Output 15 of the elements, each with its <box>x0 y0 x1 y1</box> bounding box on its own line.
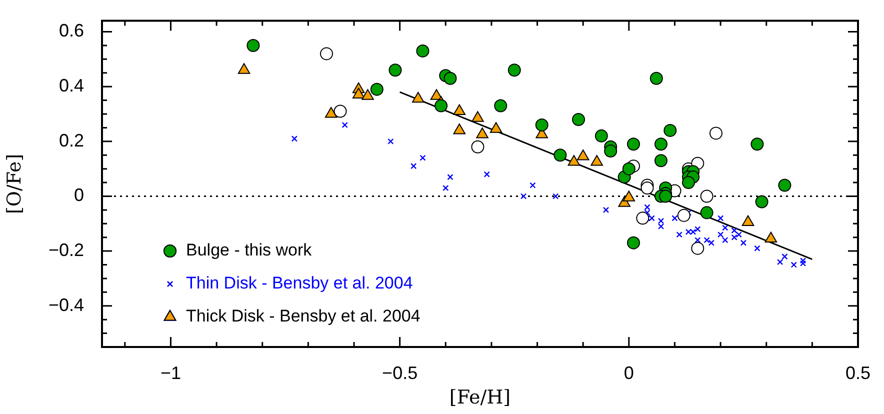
y-tick-label: 0 <box>74 185 84 206</box>
y-tick-label: 0.6 <box>58 20 84 41</box>
y-tick-label: −0.2 <box>48 240 84 260</box>
x-tick-label: −1 <box>160 362 181 383</box>
y-tick-label: −0.4 <box>48 294 84 315</box>
y-axis-title: [O/Fe] <box>3 154 26 214</box>
x-tick-label: 0 <box>624 362 634 383</box>
y-tick-label: 0.4 <box>58 76 84 96</box>
y-tick-label: 0.2 <box>58 130 84 150</box>
legend-label: Bulge - this work <box>186 240 312 260</box>
legend-label: Thin Disk - Bensby et al. 2004 <box>186 274 413 293</box>
legend-label: Thick Disk - Bensby et al. 2004 <box>186 306 420 326</box>
x-tick-label: −0.5 <box>382 362 418 383</box>
x-tick-label: 0.5 <box>845 362 871 383</box>
x-axis-title: [Fe/H] <box>449 386 511 409</box>
